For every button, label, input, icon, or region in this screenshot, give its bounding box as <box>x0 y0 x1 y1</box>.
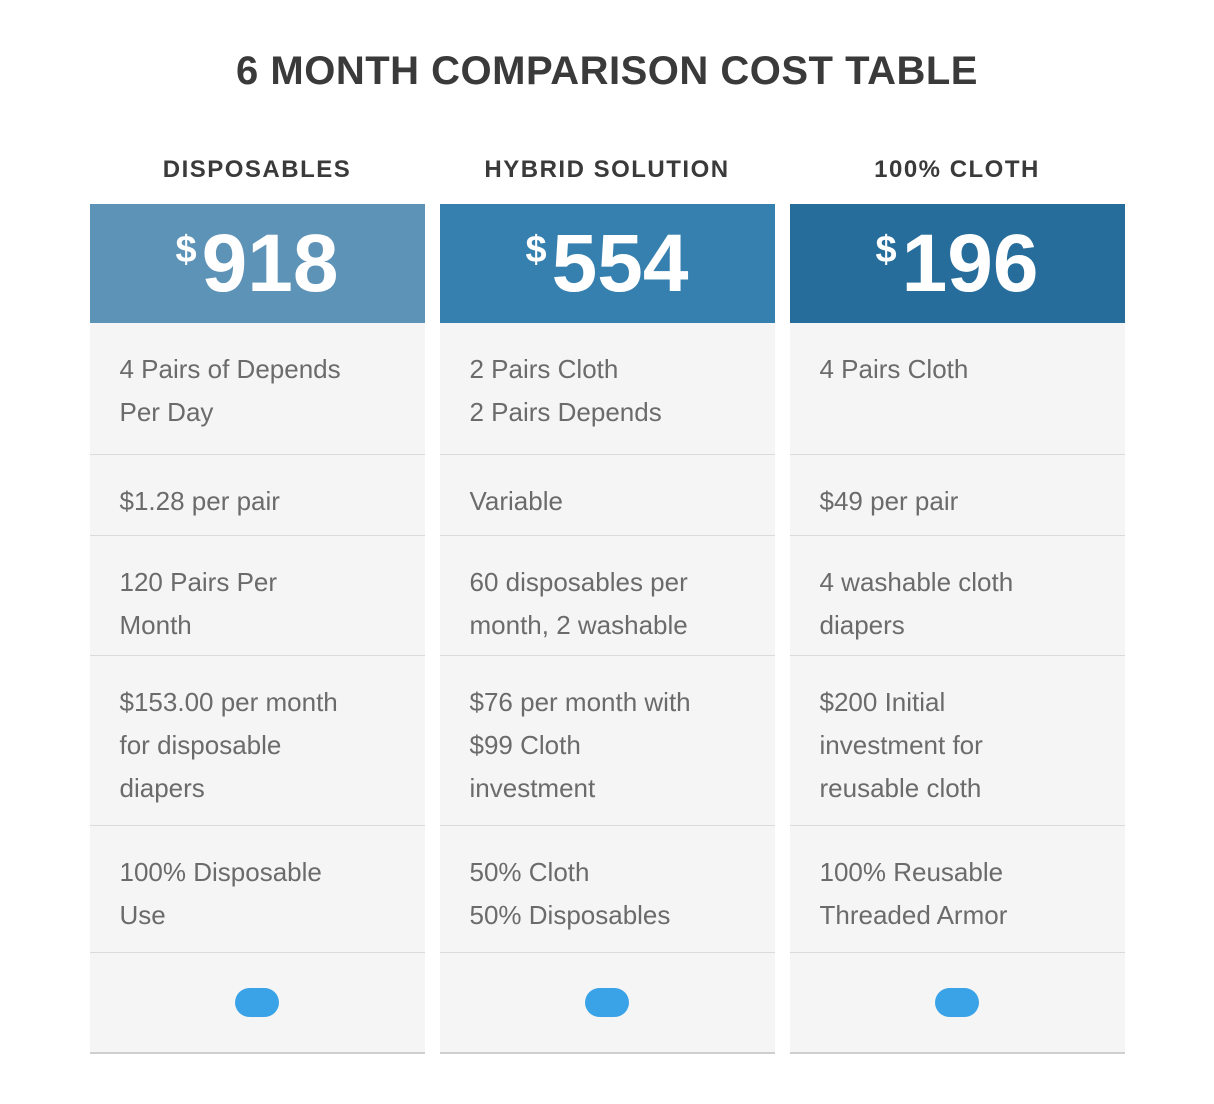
action-pill-button[interactable] <box>235 988 279 1017</box>
feature-cell: $200 Initial investment for reusable clo… <box>789 655 1125 825</box>
column-body-disposables: 4 Pairs of Depends Per Day $1.28 per pai… <box>89 323 425 1054</box>
comparison-table: DISPOSABLES HYBRID SOLUTION 100% CLOTH $… <box>89 157 1125 1054</box>
column-footer-disposables <box>89 952 425 1054</box>
column-cloth: $196 4 Pairs Cloth $49 per pair 4 washab… <box>789 204 1125 1054</box>
price-amount: 918 <box>201 217 339 309</box>
feature-cell: Variable <box>439 454 775 535</box>
column-headers-row: DISPOSABLES HYBRID SOLUTION 100% CLOTH <box>90 157 1125 183</box>
price-band-disposables: $918 <box>89 204 425 323</box>
price-amount: 196 <box>901 217 1039 309</box>
feature-cell: 100% Disposable Use <box>89 825 425 952</box>
price-amount: 554 <box>551 217 689 309</box>
column-disposables: $918 4 Pairs of Depends Per Day $1.28 pe… <box>89 204 425 1054</box>
column-body-hybrid: 2 Pairs Cloth 2 Pairs Depends Variable 6… <box>439 323 775 1054</box>
feature-cell: 100% Reusable Threaded Armor <box>789 825 1125 952</box>
columns-row: $918 4 Pairs of Depends Per Day $1.28 pe… <box>89 204 1125 1054</box>
column-footer-cloth <box>789 952 1125 1054</box>
column-hybrid: $554 2 Pairs Cloth 2 Pairs Depends Varia… <box>439 204 775 1054</box>
column-header-disposables: DISPOSABLES <box>162 156 352 183</box>
feature-cell: 60 disposables per month, 2 washable <box>439 535 775 655</box>
feature-cell: $49 per pair <box>789 454 1125 535</box>
feature-cell: 50% Cloth 50% Disposables <box>439 825 775 952</box>
feature-cell: $1.28 per pair <box>89 454 425 535</box>
column-header-cloth: 100% CLOTH <box>874 156 1040 183</box>
column-body-cloth: 4 Pairs Cloth $49 per pair 4 washable cl… <box>789 323 1125 1054</box>
feature-cell: 2 Pairs Cloth 2 Pairs Depends <box>469 354 662 427</box>
price-band-hybrid: $554 <box>439 204 775 323</box>
currency-symbol: $ <box>875 228 897 271</box>
feature-cell: 120 Pairs Per Month <box>89 535 425 655</box>
feature-cell: $76 per month with $99 Cloth investment <box>439 655 775 825</box>
currency-symbol: $ <box>525 228 547 271</box>
column-header-hybrid: HYBRID SOLUTION <box>484 156 730 183</box>
action-pill-button[interactable] <box>935 988 979 1017</box>
column-footer-hybrid <box>439 952 775 1054</box>
currency-symbol: $ <box>175 228 197 271</box>
feature-cell: 4 washable cloth diapers <box>789 535 1125 655</box>
action-pill-button[interactable] <box>585 988 629 1017</box>
feature-cell: $153.00 per month for disposable diapers <box>89 655 425 825</box>
price-band-cloth: $196 <box>789 204 1125 323</box>
feature-cell: 4 Pairs of Depends Per Day <box>119 354 341 427</box>
feature-cell: 4 Pairs Cloth <box>819 354 969 384</box>
page-title: 6 MONTH COMPARISON COST TABLE <box>236 49 978 93</box>
